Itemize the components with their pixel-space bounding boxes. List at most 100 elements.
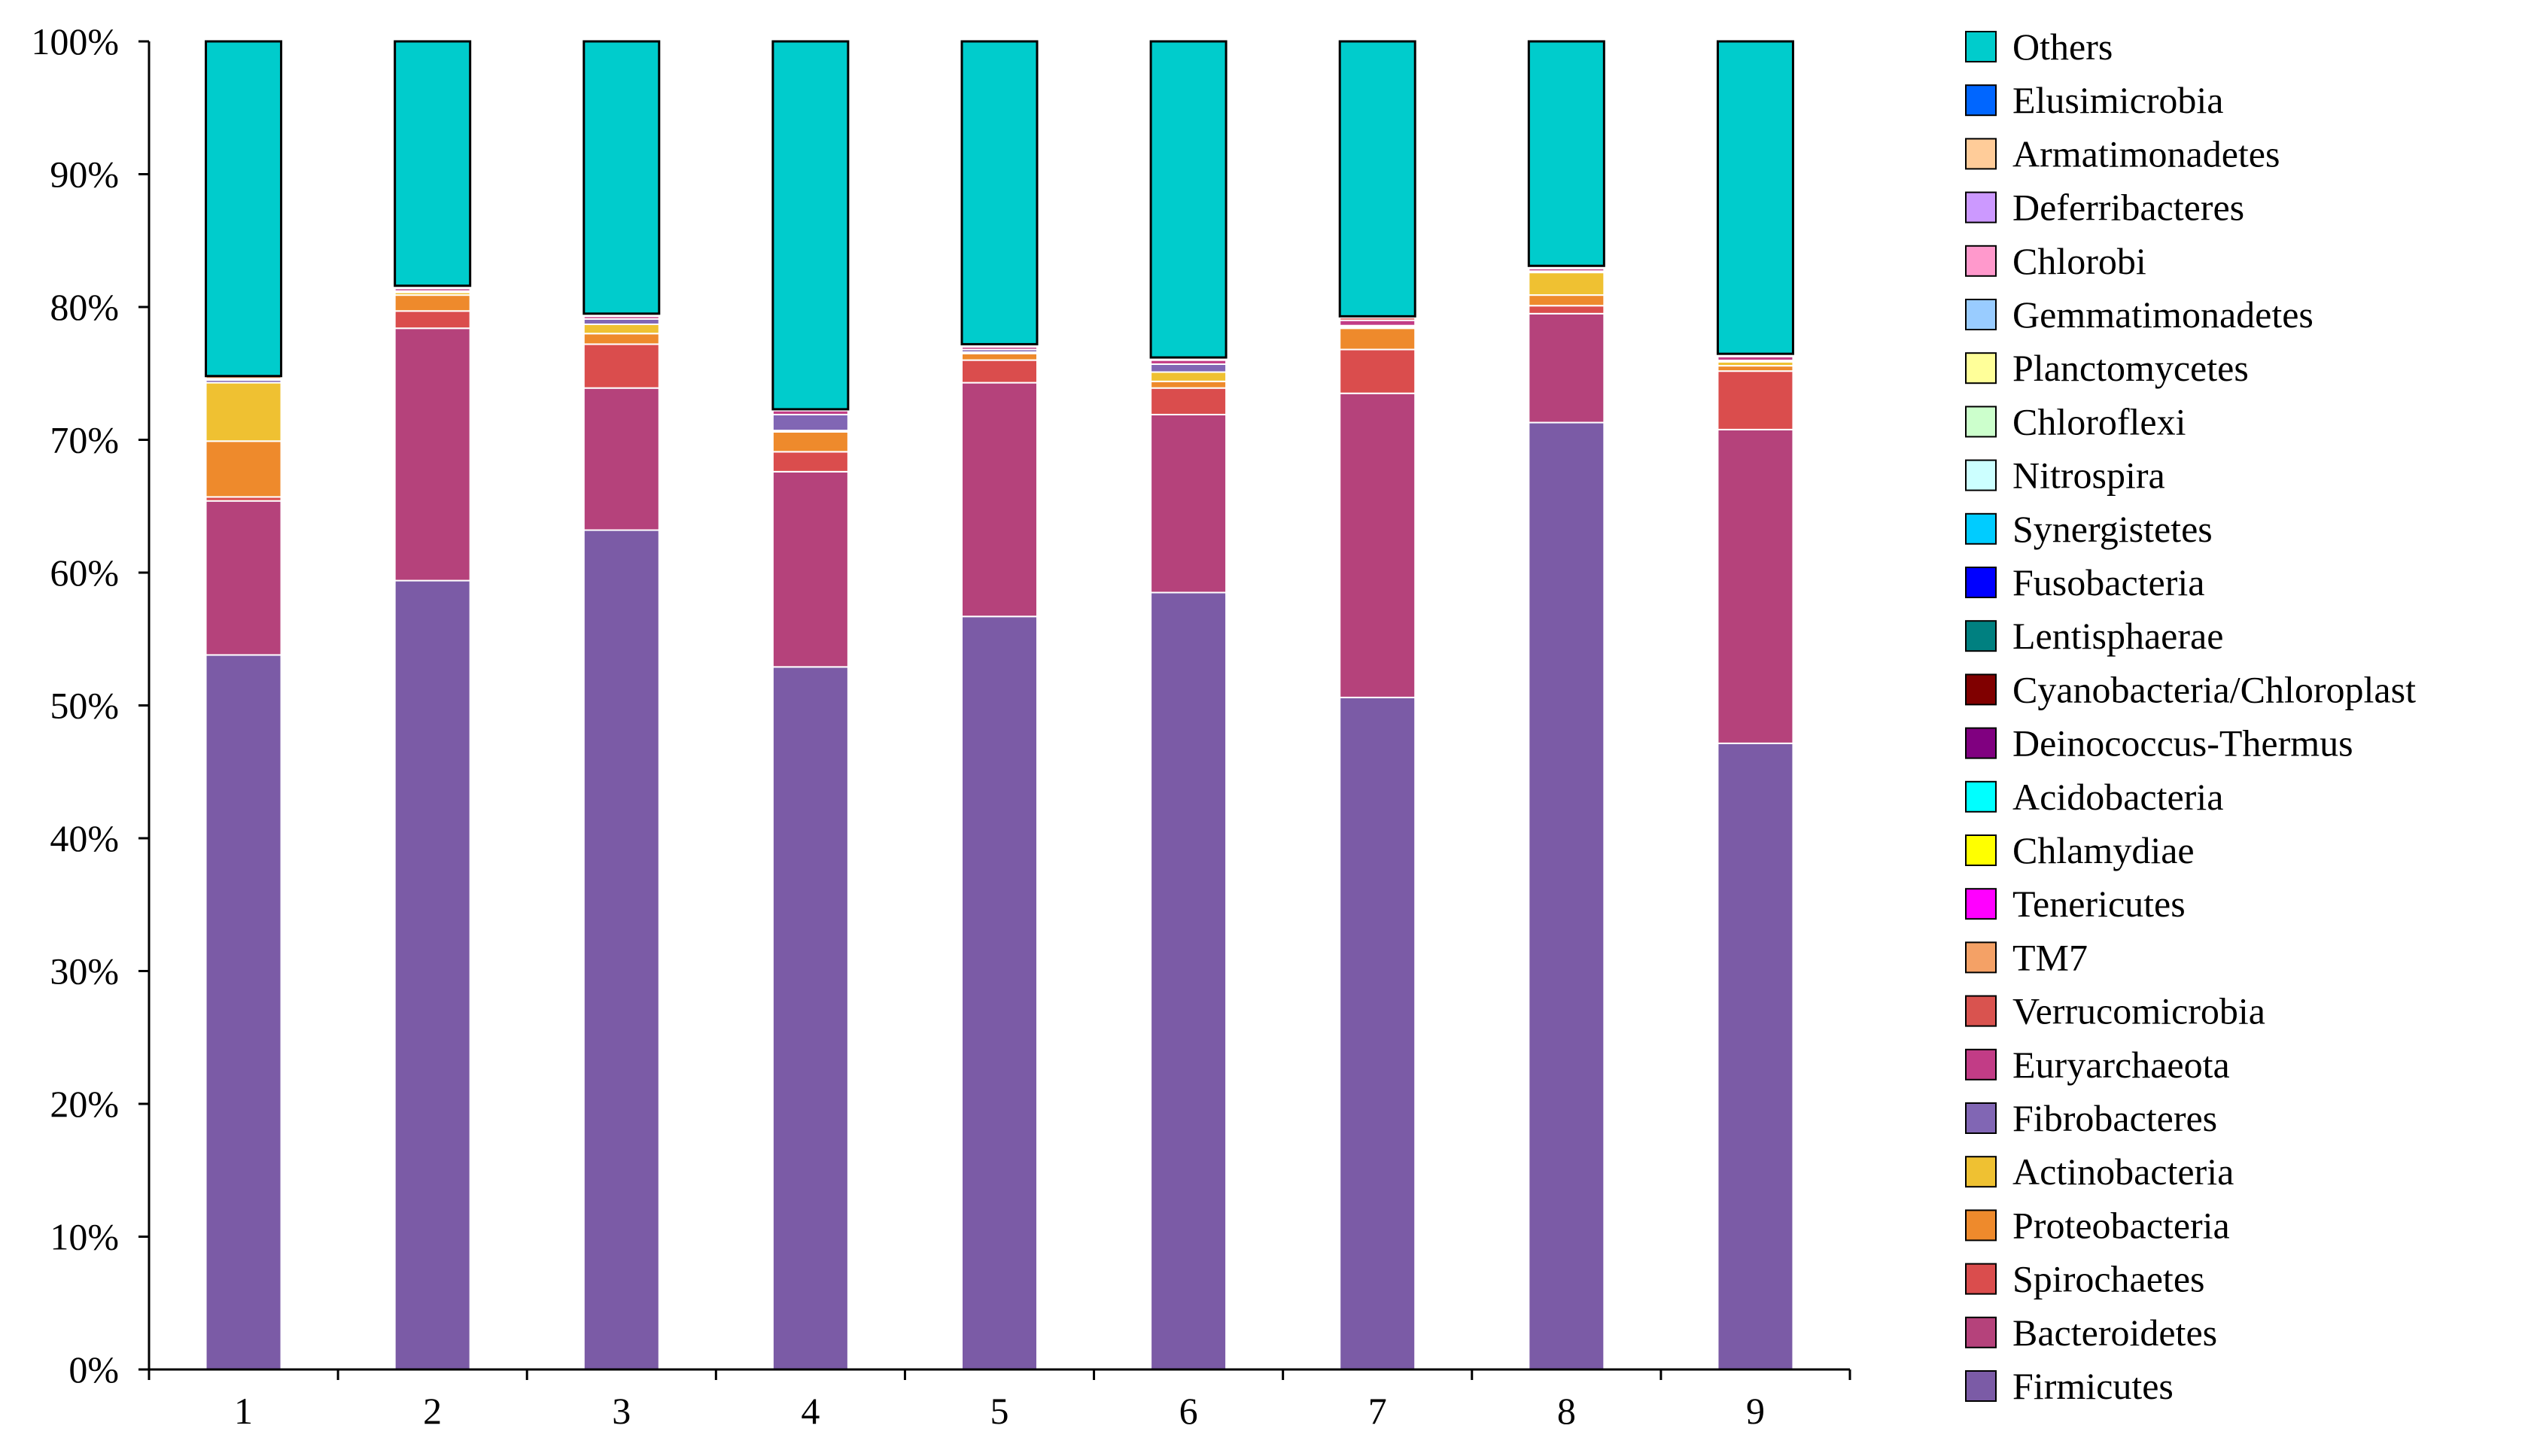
legend-label: TM7 <box>2012 936 2088 978</box>
legend-label: Lentisphaerae <box>2012 615 2223 657</box>
bar-segment-bacteroidetes-9 <box>1717 428 1794 744</box>
legend-swatch <box>1965 1316 1997 1348</box>
y-tick-label: 80% <box>50 286 119 328</box>
legend-item-deferribacteres: Deferribacteres <box>1965 187 2244 229</box>
legend-swatch <box>1965 138 1997 170</box>
legend-swatch <box>1965 941 1997 974</box>
legend-item-firmicutes: Firmicutes <box>1965 1365 2174 1407</box>
bar-segment-firmicutes-2 <box>394 579 471 1371</box>
legend-item-fibrobacteres: Fibrobacteres <box>1965 1097 2217 1139</box>
x-tick-label: 7 <box>1368 1390 1387 1432</box>
y-tick-label: 0% <box>68 1348 119 1391</box>
bar-segment-bacteroidetes-7 <box>1339 392 1416 698</box>
legend-item-chlamydiae: Chlamydiae <box>1965 829 2195 871</box>
y-tick-label: 90% <box>50 154 119 196</box>
bar-stack-7 <box>1338 40 1416 1370</box>
bar-segment-spirochaetes-8 <box>1528 305 1605 315</box>
y-tick-label: 30% <box>50 950 119 992</box>
legend-label: Chlorobi <box>2012 240 2146 282</box>
legend-label: Verrucomicrobia <box>2012 990 2265 1032</box>
legend-label: Bacteroidetes <box>2012 1312 2217 1354</box>
legend-label: Proteobacteria <box>2012 1204 2230 1246</box>
bar-segment-spirochaetes-2 <box>394 310 471 330</box>
legend-label: Deinococcus-Thermus <box>2012 722 2353 764</box>
legend-swatch <box>1965 406 1997 438</box>
legend-label: Gemmatimonadetes <box>2012 293 2314 336</box>
bar-segment-others-7 <box>1339 41 1416 318</box>
legend-item-elusimicrobia: Elusimicrobia <box>1965 79 2224 121</box>
bar-segment-spirochaetes-5 <box>961 359 1038 384</box>
bar-stack-8 <box>1527 40 1605 1370</box>
bar-segment-firmicutes-1 <box>205 654 282 1370</box>
legend-swatch <box>1965 727 1997 759</box>
y-axis: 0% 10% 20% 30% 40% 50% 60% 70% 80% 90% 100% <box>31 20 151 1391</box>
legend-label: Fusobacteria <box>2012 561 2204 603</box>
legend-swatch <box>1965 352 1997 385</box>
y-tick-label: 10% <box>50 1216 119 1258</box>
bar-segment-proteobacteria-1 <box>205 440 282 498</box>
bar-segment-proteobacteria-4 <box>771 430 849 453</box>
legend-swatch <box>1965 1209 1997 1242</box>
legend-label: Elusimicrobia <box>2012 79 2224 121</box>
x-tick-label: 2 <box>423 1390 442 1432</box>
x-tick-label: 1 <box>234 1390 253 1432</box>
legend: Others Elusimicrobia Armatimonadetes Deferr… <box>1965 26 2416 1407</box>
bar-segment-bacteroidetes-1 <box>205 500 282 656</box>
legend-item-lentisphaerae: Lentisphaerae <box>1965 615 2223 657</box>
legend-swatch <box>1965 567 1997 598</box>
bar-segment-proteobacteria-7 <box>1339 327 1416 351</box>
legend-swatch <box>1965 299 1997 330</box>
bar-segment-fibrobacteres-3 <box>583 318 660 325</box>
legend-label: Chloroflexi <box>2012 400 2186 442</box>
legend-item-spirochaetes: Spirochaetes <box>1965 1258 2204 1300</box>
bar-segment-others-2 <box>394 41 471 287</box>
legend-label: Firmicutes <box>2012 1365 2174 1407</box>
legend-label: Nitrospira <box>2012 454 2165 497</box>
y-tick-label: 20% <box>50 1083 119 1125</box>
bar-segment-others-1 <box>205 41 282 377</box>
x-tick-label: 8 <box>1557 1390 1576 1432</box>
legend-swatch <box>1965 1048 1997 1081</box>
y-tick-label: 50% <box>50 685 119 727</box>
bar-segment-firmicutes-8 <box>1528 421 1605 1370</box>
legend-item-planctomycetes: Planctomycetes <box>1965 347 2249 389</box>
bar-stack-3 <box>583 40 661 1370</box>
y-tick-label: 100% <box>31 20 119 62</box>
legend-item-bacteroidetes: Bacteroidetes <box>1965 1312 2217 1354</box>
bar-segment-proteobacteria-5 <box>961 352 1038 361</box>
legend-label: Fibrobacteres <box>2012 1097 2217 1139</box>
legend-item-nitrospira: Nitrospira <box>1965 454 2165 497</box>
plot-area <box>205 40 1794 1371</box>
legend-item-proteobacteria: Proteobacteria <box>1965 1204 2230 1246</box>
bar-segment-spirochaetes-3 <box>583 343 660 389</box>
y-tick-label: 70% <box>50 419 119 461</box>
bar-segment-firmicutes-7 <box>1339 696 1416 1370</box>
legend-item-deinococcus-thermus: Deinococcus-Thermus <box>1965 722 2353 764</box>
bar-segment-actinobacteria-1 <box>205 381 282 442</box>
bar-outline-1 <box>205 40 283 378</box>
legend-label: Synergistetes <box>2012 508 2213 550</box>
bar-stack-6 <box>1149 40 1228 1370</box>
bar-segment-actinobacteria-3 <box>583 323 660 335</box>
legend-swatch <box>1965 995 1997 1027</box>
bar-stack-2 <box>394 40 472 1371</box>
legend-swatch <box>1965 780 1997 813</box>
legend-item-verrucomicrobia: Verrucomicrobia <box>1965 990 2265 1032</box>
bar-segment-proteobacteria-3 <box>583 333 660 345</box>
bar-segment-spirochaetes-7 <box>1339 348 1416 394</box>
legend-item-synergistetes: Synergistetes <box>1965 508 2213 550</box>
legend-item-chloroflexi: Chloroflexi <box>1965 400 2186 442</box>
legend-swatch <box>1965 620 1997 652</box>
bar-outline-8 <box>1527 40 1605 267</box>
bar-segment-bacteroidetes-8 <box>1528 312 1605 424</box>
legend-label: Tenericutes <box>2012 883 2186 925</box>
x-axis: 1 2 3 4 5 6 7 8 9 <box>148 1368 1851 1432</box>
x-tick-label: 5 <box>990 1390 1009 1432</box>
bar-segment-proteobacteria-9 <box>1717 365 1794 372</box>
bar-segment-bacteroidetes-4 <box>771 470 849 668</box>
bar-segment-actinobacteria-6 <box>1150 371 1228 382</box>
bar-outline-4 <box>771 40 850 411</box>
bar-segment-proteobacteria-8 <box>1528 294 1605 307</box>
bar-segment-others-3 <box>583 41 660 315</box>
